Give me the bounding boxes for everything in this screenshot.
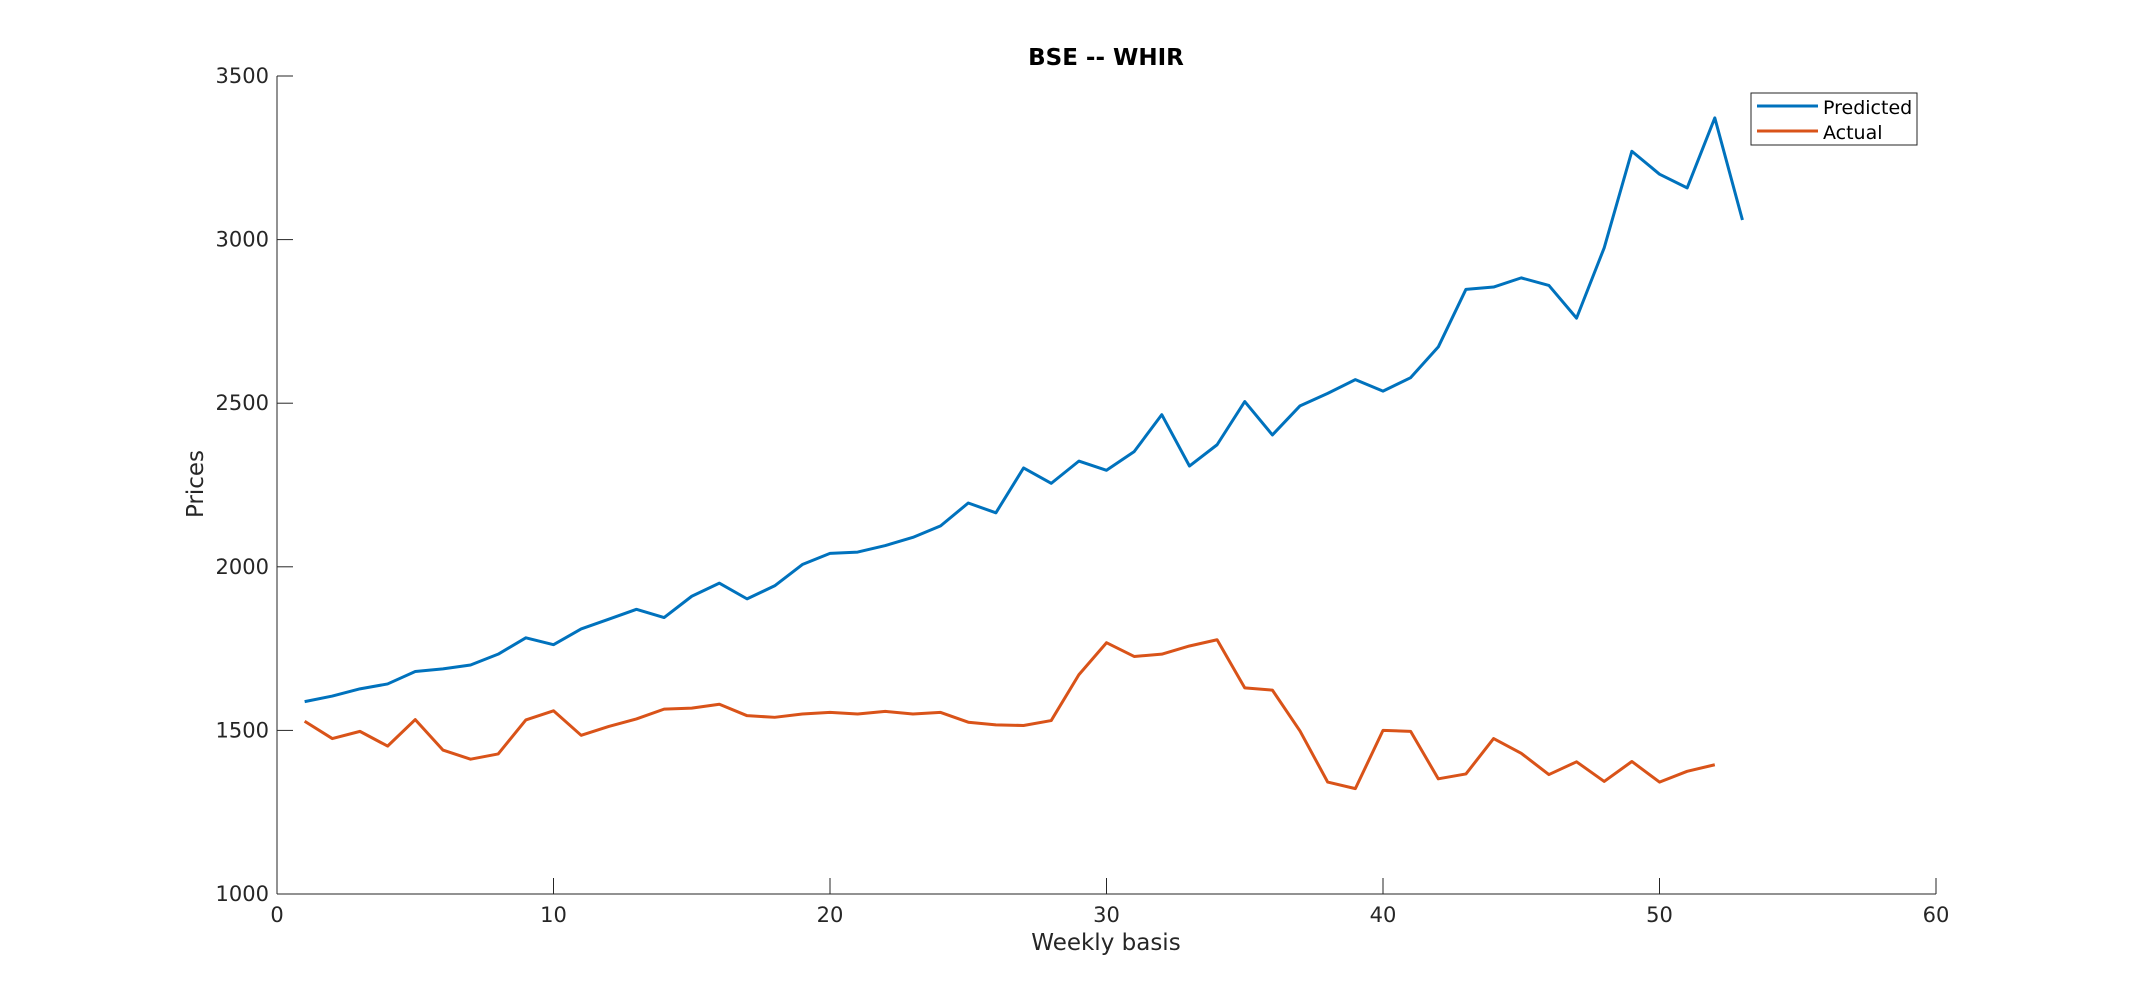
axes: 0 10 20 30 40 50 60 1000 1500 2000 2500 3000 3500: [216, 64, 1950, 927]
y-tick-label: 3000: [216, 228, 269, 252]
x-tick-label: 40: [1370, 903, 1397, 927]
x-tick-label: 50: [1646, 903, 1673, 927]
x-tick-label: 30: [1093, 903, 1120, 927]
legend: Predicted Actual: [1750, 92, 1918, 146]
legend-label-predicted: Predicted: [1823, 97, 1912, 119]
y-tick-label: 2500: [216, 391, 269, 415]
legend-label-actual: Actual: [1823, 122, 1883, 144]
x-tick-label: 0: [270, 903, 283, 927]
y-tick-label: 3500: [216, 64, 269, 88]
y-tick-label: 1000: [216, 882, 269, 906]
x-axis-title: Weekly basis: [1031, 930, 1180, 956]
chart-title: BSE -- WHIR: [1028, 45, 1184, 71]
y-tick-label: 2000: [216, 555, 269, 579]
legend-box: [1750, 92, 1918, 146]
x-tick-label: 20: [817, 903, 844, 927]
series-line-actual: [303, 638, 1716, 791]
y-axis-title: Prices: [183, 450, 209, 518]
x-tick-label: 60: [1923, 903, 1950, 927]
x-tick-label: 10: [540, 903, 567, 927]
series-layer: [303, 116, 1744, 791]
y-tick-label: 1500: [216, 718, 269, 742]
series-line-predicted: [304, 116, 1744, 704]
